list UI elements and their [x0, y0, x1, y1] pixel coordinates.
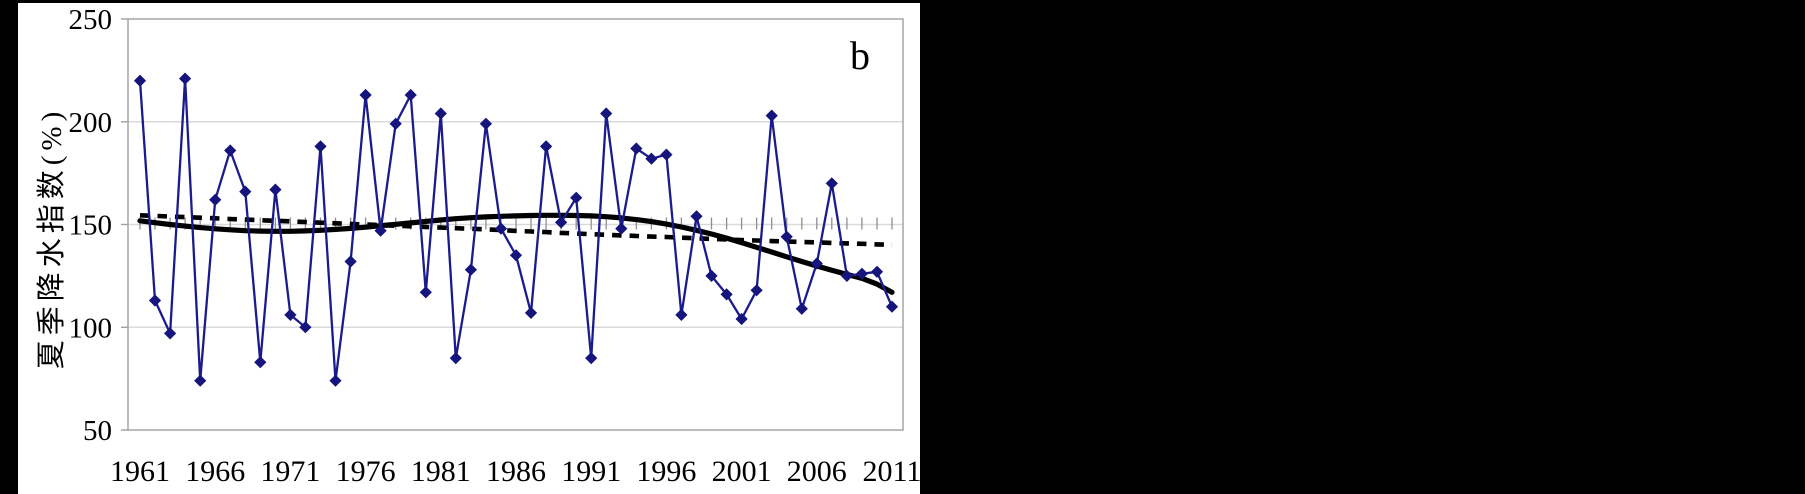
- data-point-diamond: [660, 148, 673, 161]
- data-point-diamond: [840, 269, 854, 283]
- x-tick-label: 2006: [787, 455, 847, 488]
- y-tick-label: 200: [69, 107, 113, 139]
- data-point-diamond: [299, 321, 312, 334]
- y-tick-label: 250: [69, 4, 113, 36]
- data-point-diamond: [675, 308, 688, 322]
- data-point-diamond: [148, 294, 162, 307]
- data-point-diamond: [254, 356, 267, 369]
- data-point-diamond: [524, 306, 538, 320]
- data-point-diamond: [885, 300, 899, 313]
- panel-label: b: [850, 33, 870, 78]
- data-point-diamond: [209, 193, 222, 206]
- data-point-diamond: [239, 185, 252, 198]
- data-point-diamond: [870, 265, 884, 278]
- x-tick-label: 2011: [863, 455, 922, 488]
- data-point-diamond: [585, 351, 598, 365]
- data-point-diamond: [780, 230, 793, 243]
- data-point-diamond: [705, 269, 718, 283]
- data-point-diamond: [284, 308, 297, 322]
- data-point-diamond: [765, 109, 778, 122]
- data-point-diamond: [344, 255, 357, 268]
- data-point-diamond: [464, 263, 478, 276]
- data-point-diamond: [269, 183, 282, 196]
- data-point-diamond: [855, 267, 869, 280]
- data-point-diamond: [615, 222, 628, 235]
- x-tick-label: 1981: [411, 455, 471, 488]
- x-tick-label: 1966: [185, 455, 245, 488]
- data-point-diamond: [795, 302, 808, 315]
- chart-panel: [18, 3, 920, 494]
- data-point-diamond: [314, 140, 327, 153]
- data-point-diamond: [645, 152, 658, 165]
- data-point-diamond: [194, 374, 207, 387]
- data-point-diamond: [735, 312, 748, 326]
- x-tick-label: 1971: [260, 455, 320, 488]
- data-point-diamond: [224, 144, 237, 157]
- data-point-diamond: [554, 216, 568, 229]
- data-point-diamond: [810, 257, 823, 270]
- y-tick-label: 150: [69, 210, 113, 242]
- data-point-diamond: [359, 88, 372, 102]
- data-point-diamond: [630, 142, 643, 155]
- data-point-diamond: [600, 107, 613, 120]
- data-point-diamond: [133, 74, 147, 87]
- data-point-diamond: [374, 224, 387, 237]
- data-point-diamond: [449, 351, 462, 365]
- data-point-diamond: [389, 117, 402, 130]
- x-tick-label: 1986: [486, 455, 546, 488]
- trend-line: [139, 213, 893, 248]
- data-point-diamond: [750, 284, 763, 297]
- data-point-diamond: [479, 117, 493, 130]
- x-tick-label: 1961: [110, 455, 170, 488]
- data-point-diamond: [539, 140, 553, 153]
- data-point-diamond: [570, 191, 583, 204]
- data-point-diamond: [329, 374, 342, 387]
- y-axis-title: 夏季降水指数(%): [36, 106, 68, 370]
- data-point-diamond: [163, 327, 177, 340]
- x-tick-label: 1976: [336, 455, 396, 488]
- x-tick-label: 2001: [712, 455, 772, 488]
- x-tick-label: 1991: [561, 455, 621, 488]
- x-tick-label: 1996: [636, 455, 696, 488]
- data-point-diamond: [404, 88, 417, 102]
- data-point-diamond: [419, 286, 432, 299]
- data-point-diamond: [509, 249, 523, 262]
- data-point-diamond: [178, 72, 192, 85]
- smoothed-line: [137, 212, 895, 295]
- data-point-diamond: [720, 288, 733, 301]
- y-tick-label: 50: [83, 415, 112, 447]
- data-point-diamond: [494, 222, 508, 235]
- data-point-diamond: [434, 107, 447, 120]
- y-tick-label: 100: [69, 312, 113, 344]
- data-point-diamond: [690, 210, 703, 223]
- data-point-diamond: [825, 177, 838, 190]
